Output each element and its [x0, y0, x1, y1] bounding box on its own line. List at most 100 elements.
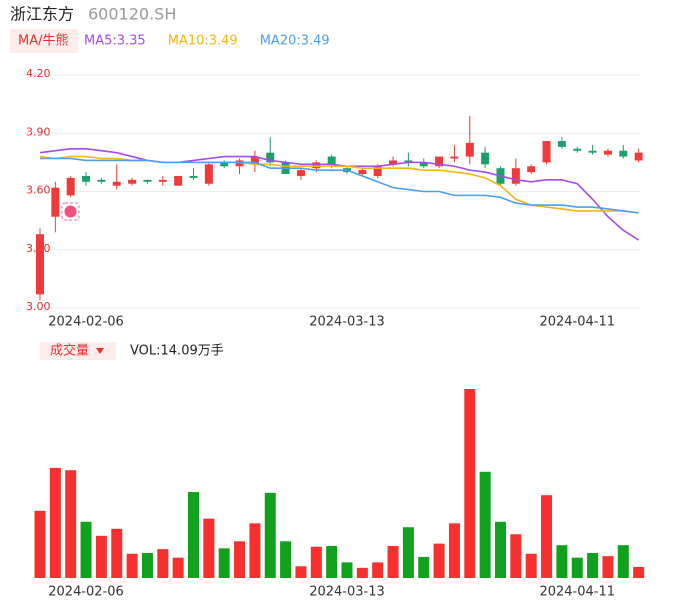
candle-body — [112, 181, 121, 186]
legend-entry: MA10:3.49 — [168, 34, 238, 49]
vol-tab-bg[interactable] — [40, 342, 116, 360]
volume-bar — [525, 553, 537, 578]
volume-bar — [541, 495, 553, 578]
candle-body — [235, 160, 244, 167]
volume-bar — [172, 557, 184, 578]
volume-bar — [111, 528, 123, 578]
y-tick-label: 3.00 — [26, 300, 51, 313]
candle-body — [419, 162, 428, 167]
volume-bar — [602, 556, 614, 578]
volume-bar — [479, 471, 491, 578]
vol-label: VOL:14.09万手 — [130, 344, 224, 359]
candle-body — [542, 141, 551, 163]
volume-bar — [203, 518, 215, 578]
candle-body — [250, 156, 259, 165]
candle-body — [158, 179, 167, 182]
tab-bg[interactable] — [10, 29, 78, 53]
volume-bar — [188, 492, 199, 578]
candle-body — [435, 156, 444, 167]
candle-body — [189, 175, 198, 178]
event-icon[interactable] — [61, 202, 80, 221]
candle-body — [143, 179, 152, 182]
candle-body — [603, 150, 612, 155]
candle-body — [465, 142, 474, 157]
candle-body — [174, 175, 183, 186]
volume-bar — [264, 492, 276, 578]
candle-body — [557, 141, 566, 147]
ma-line — [39, 147, 640, 241]
candle-body — [204, 164, 213, 184]
volume-bar — [218, 548, 230, 578]
candle-body — [511, 168, 520, 184]
dropdown-arrow[interactable] — [96, 348, 104, 354]
ma-line — [40, 157, 639, 214]
volume-bar — [571, 557, 583, 578]
volume-bar — [433, 543, 445, 578]
volume-bar — [95, 535, 107, 578]
candle-body — [36, 234, 44, 295]
x-tick-label: 2024-04-11 — [539, 315, 615, 330]
candle-body — [66, 177, 75, 196]
volume-bar — [617, 545, 629, 578]
x-tick-label: 2024-02-06 — [48, 585, 124, 600]
volume-bar — [310, 546, 322, 578]
volume-bar — [49, 467, 61, 578]
y-tick-label: 3.90 — [26, 125, 51, 138]
candle-body — [588, 150, 597, 153]
x-tick-label: 2024-02-06 — [48, 315, 124, 330]
volume-bar — [65, 470, 77, 578]
candle-body — [373, 166, 382, 176]
volume-bar — [249, 523, 261, 578]
candle-body — [97, 179, 106, 182]
volume-bar — [448, 523, 460, 578]
legend-entry: MA5:3.35 — [84, 34, 146, 49]
volume-bar — [495, 521, 506, 578]
volume-bar — [387, 545, 399, 578]
y-tick-label: 3.60 — [26, 184, 51, 197]
volume-bar — [356, 567, 368, 578]
volume-bar — [633, 566, 645, 578]
candle-body — [358, 170, 367, 175]
candle-body — [327, 156, 336, 165]
candle-body — [527, 166, 536, 173]
volume-bar — [402, 527, 414, 578]
x-tick-label: 2024-03-13 — [309, 585, 385, 600]
candle-body — [296, 170, 305, 176]
ma-tab[interactable]: MA/牛熊 — [18, 33, 69, 49]
candle-body — [82, 175, 91, 182]
candle-body — [404, 160, 413, 163]
volume-bar — [510, 534, 522, 578]
stock-name: 浙江东方 — [10, 5, 74, 24]
candle-body — [220, 162, 229, 167]
y-tick-label: 4.20 — [26, 67, 51, 80]
candle-body — [389, 160, 398, 165]
volume-bar — [157, 549, 169, 578]
candle-body — [634, 152, 643, 161]
volume-bar — [34, 510, 46, 578]
stock-code: 600120.SH — [88, 5, 176, 24]
candle-body — [619, 150, 628, 157]
volume-bar — [556, 545, 568, 578]
volume-bar — [80, 521, 92, 578]
volume-bar — [280, 541, 292, 578]
volume-bar — [587, 553, 599, 578]
candle-body — [128, 179, 137, 184]
volume-bar — [141, 553, 153, 578]
volume-bar — [326, 545, 338, 578]
vol-tab[interactable]: 成交量 — [50, 343, 89, 359]
candle-body — [266, 152, 275, 163]
candle-body — [481, 152, 490, 165]
volume-bar — [126, 553, 138, 578]
volume-bar — [418, 556, 430, 578]
volume-bar — [341, 562, 353, 578]
candle-body — [312, 162, 321, 169]
volume-bar — [464, 389, 476, 578]
legend-entry: MA20:3.49 — [260, 34, 330, 49]
volume-bar — [372, 562, 384, 578]
candle-body — [51, 187, 60, 217]
candle-body — [450, 156, 459, 159]
candle-body — [573, 148, 582, 151]
volume-bar — [234, 541, 246, 578]
